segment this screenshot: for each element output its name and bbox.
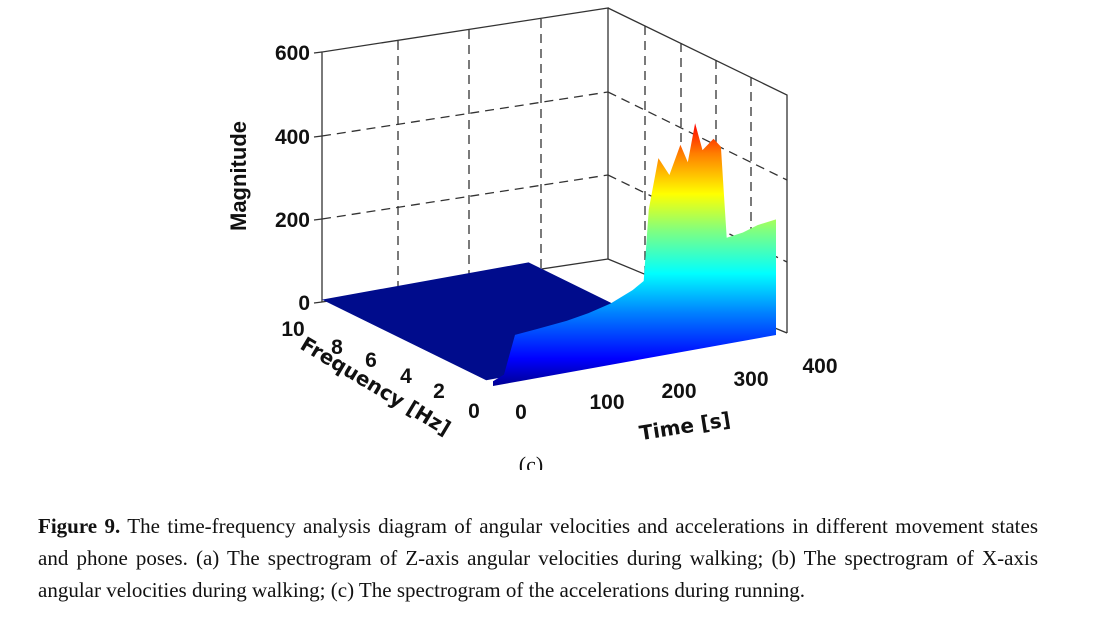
figure-caption: Figure 9. The time-frequency analysis di… xyxy=(38,510,1038,606)
caption-line: accelerations during running. xyxy=(559,578,806,602)
caption-line: The time-frequency analysis diagram of a… xyxy=(127,514,888,538)
frequency-tick-label: 8 xyxy=(331,336,343,359)
frequency-tick-label: 10 xyxy=(281,318,304,341)
z-tick-label: 400 xyxy=(275,126,310,149)
frequency-tick-label: 0 xyxy=(468,400,480,423)
time-tick-label: 100 xyxy=(589,391,624,414)
frequency-tick-label: 6 xyxy=(365,349,377,372)
z-axis: 0 200 400 600 Magnitude xyxy=(226,42,323,315)
frequency-tick-label: 2 xyxy=(433,380,445,403)
time-tick-label: 0 xyxy=(515,401,527,424)
time-tick-label: 200 xyxy=(661,380,696,403)
z-tick-label: 0 xyxy=(298,292,310,315)
zero-frequency-ridge xyxy=(493,123,776,386)
z-tick-label: 200 xyxy=(275,209,310,232)
panel-label: (c) xyxy=(519,452,543,470)
caption-line: movement states and phone poses. (a) The… xyxy=(38,514,1039,570)
caption-label: Figure 9. xyxy=(38,514,121,538)
z-tick-label: 600 xyxy=(275,42,310,65)
frequency-tick-label: 4 xyxy=(400,365,412,388)
time-tick-label: 400 xyxy=(802,355,837,378)
spectrogram-chart: 0 200 400 600 Magnitude 10 8 6 4 2 0 Fre… xyxy=(226,7,838,470)
caption-line: (b) The spectrogram of X-axis angular ve… xyxy=(38,546,1038,602)
time-tick-label: 300 xyxy=(733,368,768,391)
time-axis-label: Time [s] xyxy=(638,407,733,445)
z-axis-label: Magnitude xyxy=(226,121,251,231)
